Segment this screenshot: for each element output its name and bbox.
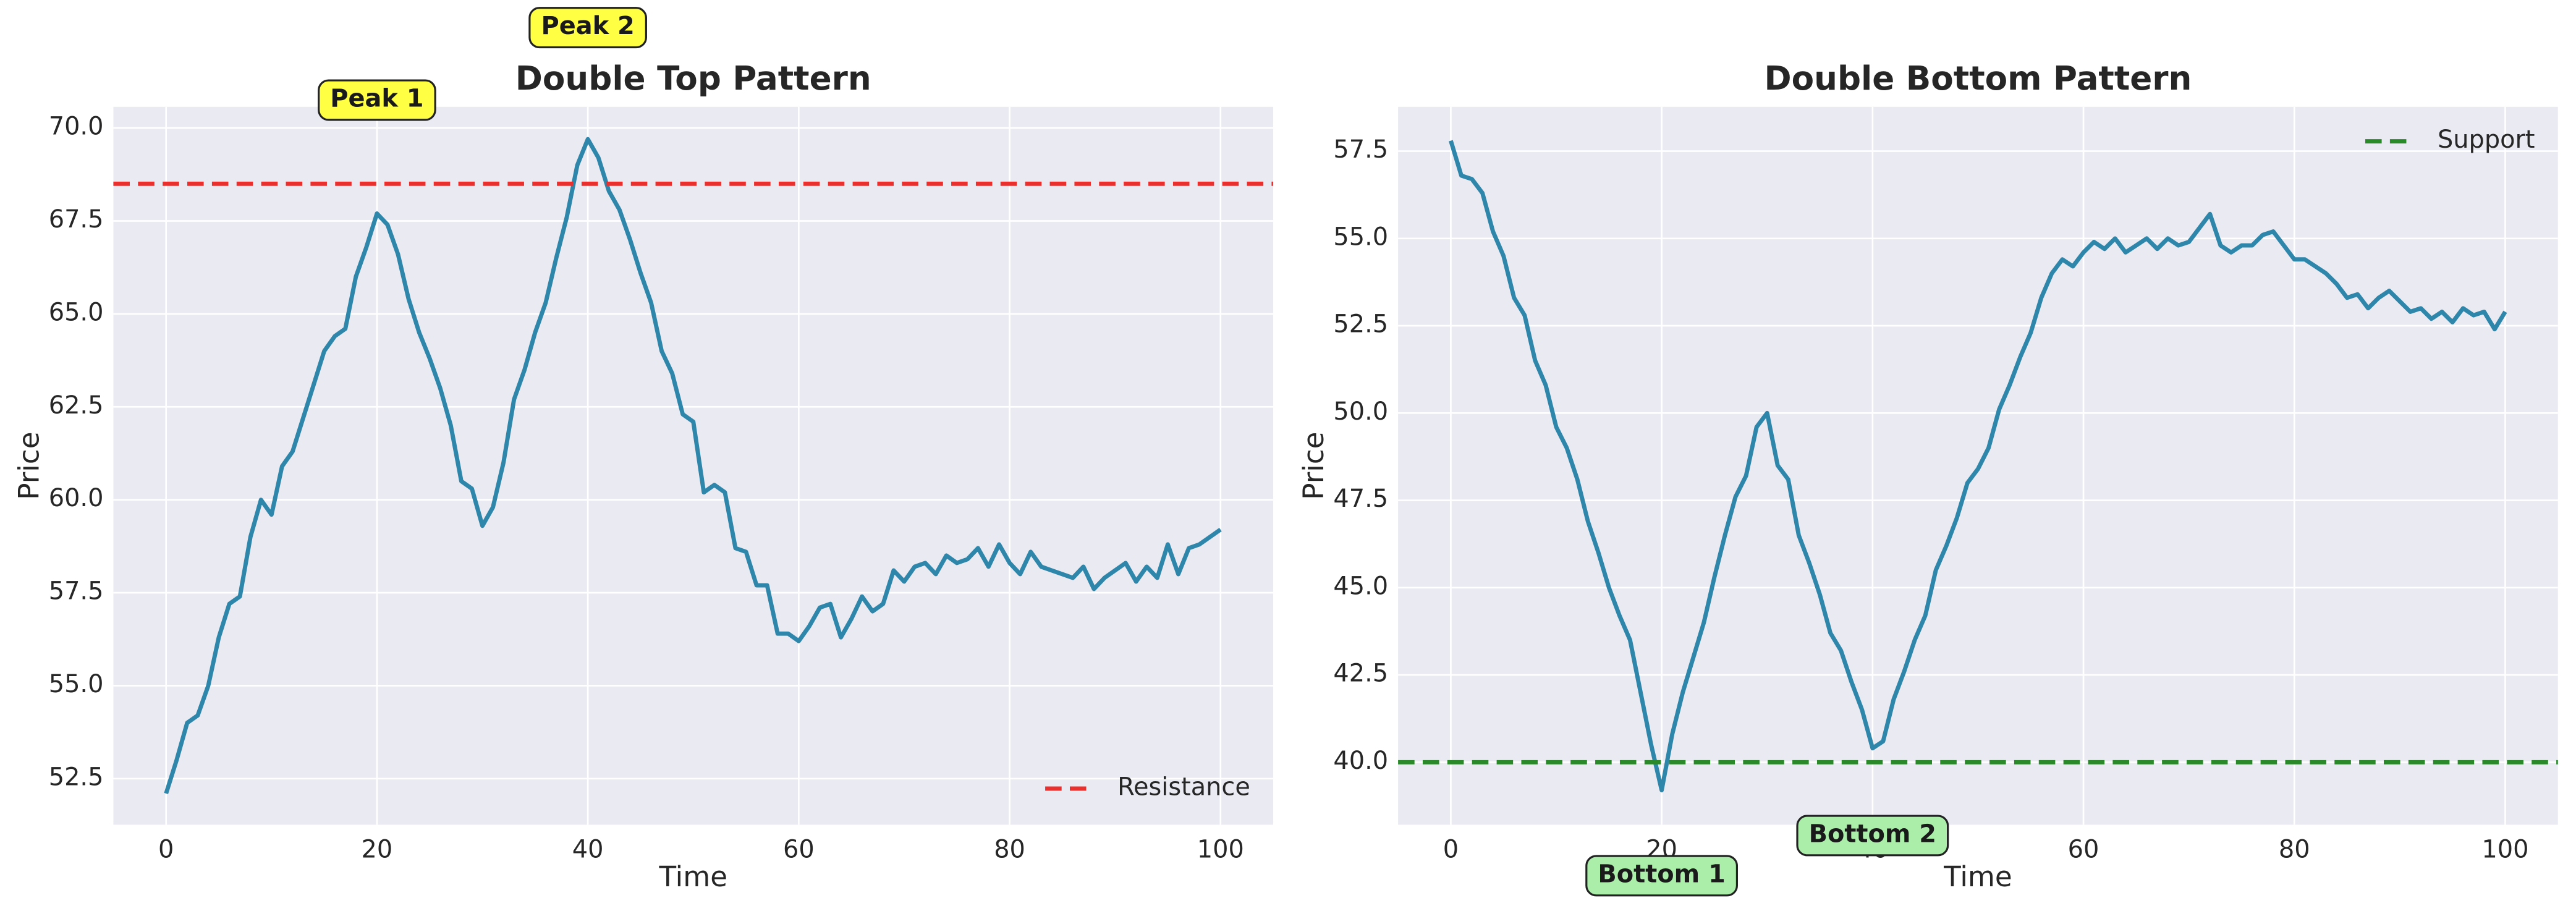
x-tick-label: 60 — [2068, 835, 2099, 863]
y-tick-label: 45.0 — [1333, 572, 1388, 600]
x-tick-label: 40 — [572, 835, 604, 863]
y-tick-label: 40.0 — [1333, 747, 1388, 775]
x-tick-label: 60 — [783, 835, 815, 863]
x-axis-label: Time — [1943, 860, 2012, 893]
annotation-box — [1585, 855, 1739, 897]
x-tick-label: 100 — [2481, 835, 2528, 863]
y-tick-label: 55.0 — [49, 670, 104, 698]
y-tick-label: 52.5 — [1333, 310, 1388, 339]
annotation: Peak 1 — [318, 79, 436, 121]
y-axis-label: Price — [1297, 432, 1330, 500]
y-tick-label: 55.0 — [1333, 222, 1388, 251]
annotation-label: Bottom 1 — [1598, 860, 1725, 888]
y-tick-label: 52.5 — [49, 763, 104, 791]
y-tick-label: 60.0 — [49, 484, 104, 512]
annotation-box — [528, 7, 647, 49]
annotation-label: Bottom 2 — [1809, 820, 1936, 848]
annotation-box — [318, 79, 436, 121]
y-tick-label: 67.5 — [49, 205, 104, 234]
y-tick-label: 62.5 — [49, 391, 104, 420]
annotation: Bottom 2 — [1796, 815, 1949, 857]
chart-title: Double Bottom Pattern — [1764, 59, 2192, 98]
x-tick-label: 100 — [1197, 835, 1244, 863]
x-tick-label: 80 — [2279, 835, 2310, 863]
y-tick-label: 50.0 — [1333, 397, 1388, 426]
y-tick-label: 57.5 — [49, 577, 104, 606]
x-tick-label: 0 — [1443, 835, 1459, 863]
legend-label: Support — [2438, 125, 2535, 154]
price-line — [1449, 140, 2507, 792]
y-tick-label: 57.5 — [1333, 135, 1388, 164]
x-axis-label: Time — [658, 860, 727, 893]
x-tick-label: 80 — [994, 835, 1025, 863]
annotation-label: Peak 2 — [541, 12, 635, 40]
price-line — [164, 137, 1222, 794]
annotation-label: Peak 1 — [330, 84, 423, 112]
annotation-box — [1796, 815, 1949, 857]
y-tick-label: 47.5 — [1333, 485, 1388, 513]
x-tick-label: 0 — [158, 835, 174, 863]
legend-label: Resistance — [1117, 773, 1250, 801]
chart-title: Double Top Pattern — [515, 59, 871, 98]
x-tick-label: 20 — [362, 835, 393, 863]
y-tick-label: 65.0 — [49, 298, 104, 326]
y-tick-label: 70.0 — [49, 112, 104, 141]
annotation: Peak 2 — [528, 7, 647, 49]
annotation: Bottom 1 — [1585, 855, 1739, 897]
y-tick-label: 42.5 — [1333, 659, 1388, 688]
plot-background — [113, 106, 1274, 825]
y-axis-label: Price — [13, 432, 46, 500]
